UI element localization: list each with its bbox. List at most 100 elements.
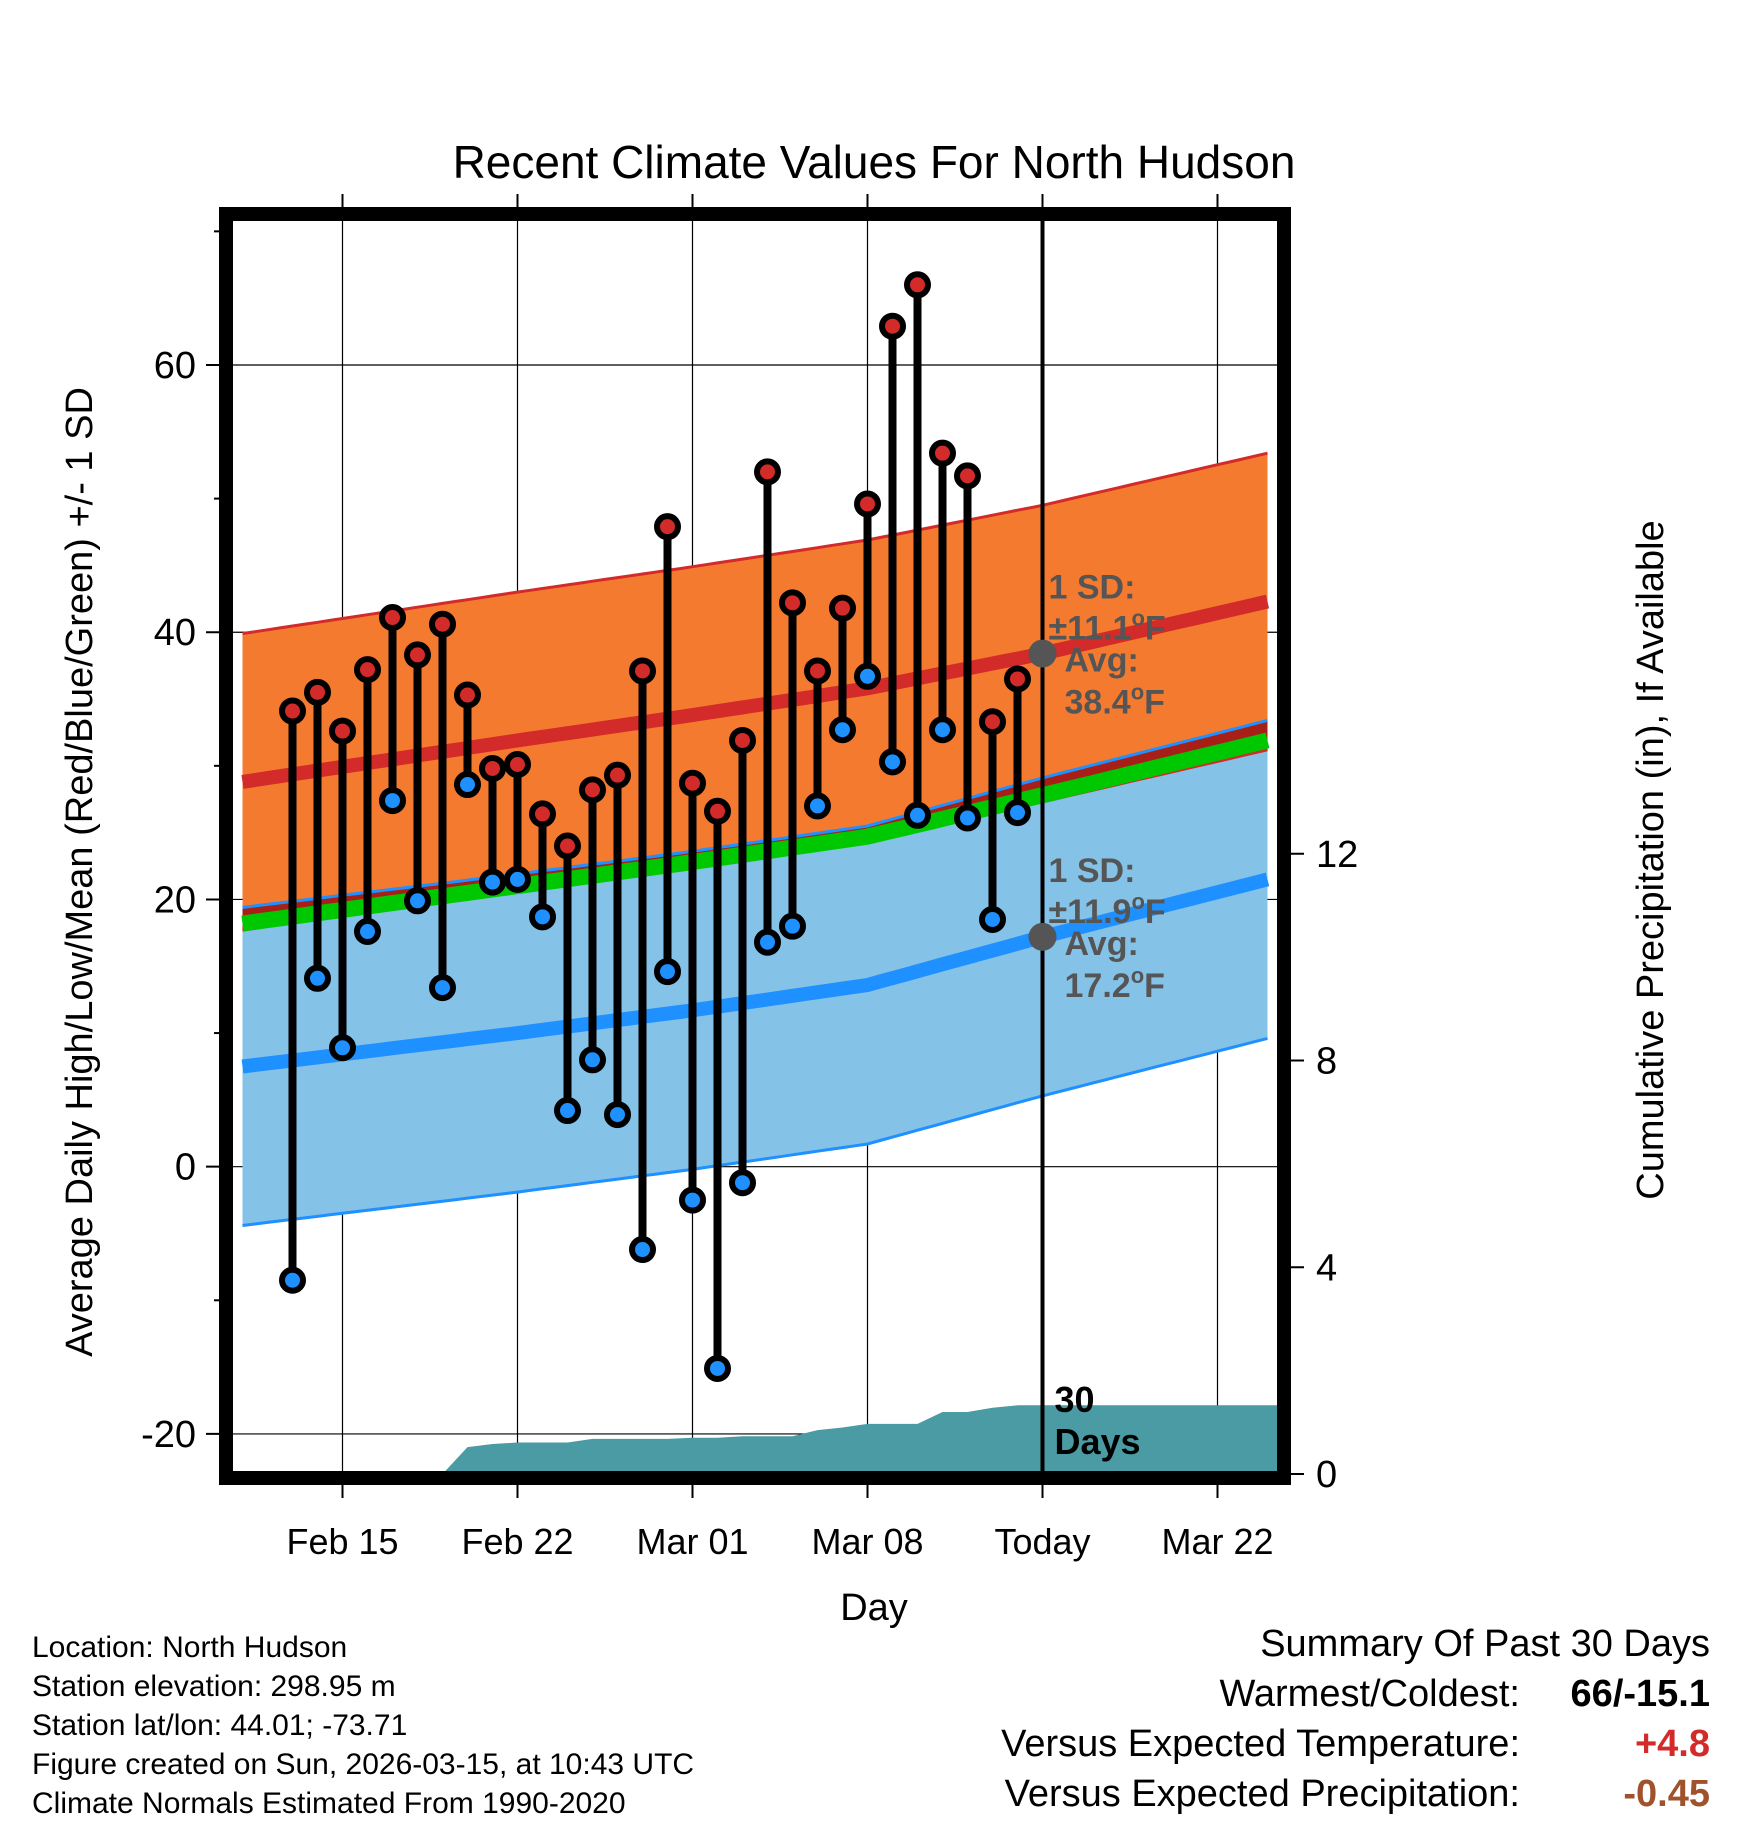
daily-low-point — [979, 905, 1006, 933]
daily-low-point — [904, 801, 931, 829]
daily-low-point — [329, 1034, 356, 1062]
x-axis-label: Day — [840, 1587, 908, 1629]
y-tick-label: 20 — [154, 879, 196, 921]
daily-high-point — [929, 439, 956, 467]
y2-axis-label: Cumulative Precipitation (in), If Availa… — [1630, 520, 1672, 1199]
daily-low-point — [929, 716, 956, 744]
daily-high-point — [529, 800, 556, 828]
daily-low-point — [729, 1169, 756, 1197]
daily-low-point — [779, 912, 806, 940]
daily-high-point — [854, 490, 881, 518]
info-created: Figure created on Sun, 2026-03-15, at 10… — [32, 1748, 695, 1781]
daily-low-point — [704, 1354, 731, 1382]
daily-low-point — [879, 748, 906, 776]
high-sd-value: ±11.1oF — [1049, 606, 1166, 648]
daily-low-point — [629, 1236, 656, 1264]
days-number-label: 30 — [1055, 1379, 1095, 1420]
low-sd-band — [242, 720, 1268, 1226]
high-avg-value: 38.4oF — [1065, 680, 1165, 722]
y-axis-label: Average Daily High/Low/Mean (Red/Blue/Gr… — [59, 387, 101, 1357]
daily-high-point — [504, 750, 531, 778]
daily-low-point — [604, 1101, 631, 1129]
daily-low-point — [754, 928, 781, 956]
daily-high-point — [329, 717, 356, 745]
summary-temp-row: Versus Expected Temperature: +4.8 — [1001, 1723, 1710, 1766]
x-tick-label: Feb 15 — [286, 1521, 398, 1562]
daily-high-point — [779, 589, 806, 617]
daily-high-point — [554, 832, 581, 860]
x-tick-label: Mar 01 — [636, 1521, 748, 1562]
y-tick-label: 60 — [154, 345, 196, 387]
daily-high-point — [304, 678, 331, 706]
summary-temp-value: +4.8 — [1634, 1723, 1710, 1765]
info-elevation: Station elevation: 298.95 m — [32, 1670, 396, 1703]
daily-high-point — [404, 641, 431, 669]
y2-tick-label: 0 — [1316, 1454, 1337, 1496]
info-normals: Climate Normals Estimated From 1990-2020 — [32, 1787, 626, 1820]
summary-precip-value: -0.45 — [1623, 1773, 1710, 1815]
daily-low-point — [304, 964, 331, 992]
low-sd-value: ±11.9oF — [1049, 889, 1166, 931]
daily-low-point — [654, 958, 681, 986]
daily-low-point — [354, 918, 381, 946]
y-tick-label: 40 — [154, 612, 196, 654]
daily-high-point — [729, 726, 756, 754]
daily-high-point — [754, 458, 781, 486]
daily-high-point — [654, 513, 681, 541]
low-avg-value: 17.2oF — [1065, 963, 1165, 1005]
y2-tick-label: 4 — [1316, 1247, 1337, 1289]
daily-low-point — [829, 716, 856, 744]
daily-high-point — [904, 271, 931, 299]
daily-low-point — [804, 792, 831, 820]
daily-high-point — [604, 761, 631, 789]
daily-low-point — [529, 903, 556, 931]
daily-high-point — [454, 681, 481, 709]
daily-high-point — [629, 657, 656, 685]
daily-low-point — [1004, 799, 1031, 827]
daily-high-point — [479, 755, 506, 783]
info-location: Location: North Hudson — [32, 1631, 348, 1664]
daily-low-point — [479, 868, 506, 896]
y2-tick-label: 12 — [1316, 834, 1358, 876]
daily-high-point — [279, 697, 306, 725]
high-sd-upper-edge — [242, 451, 1268, 635]
daily-low-point — [954, 804, 981, 832]
chart-title: Recent Climate Values For North Hudson — [453, 136, 1296, 188]
summary-precip-label: Versus Expected Precipitation: — [1004, 1773, 1520, 1815]
high-sd-label: 1 SD: — [1049, 569, 1136, 607]
daily-high-point — [804, 657, 831, 685]
normal-high-line — [241, 594, 1270, 789]
daily-high-point — [354, 656, 381, 684]
days-word-label: Days — [1055, 1421, 1141, 1462]
daily-low-point — [579, 1046, 606, 1074]
normal-low-line — [241, 872, 1270, 1074]
x-tick-label: Mar 08 — [811, 1521, 923, 1562]
daily-low-point — [679, 1186, 706, 1214]
daily-low-point — [429, 974, 456, 1002]
summary-temp-label: Versus Expected Temperature: — [1001, 1723, 1520, 1765]
daily-high-point — [379, 604, 406, 632]
high-average-marker — [1028, 639, 1057, 668]
daily-high-point — [954, 462, 981, 490]
low-average-marker — [1028, 922, 1057, 951]
x-tick-label: Feb 22 — [461, 1521, 573, 1562]
daily-low-point — [454, 771, 481, 799]
y-tick-label: -20 — [141, 1414, 196, 1456]
daily-high-point — [579, 776, 606, 804]
summary-warm-cold-value: 66/-15.1 — [1570, 1673, 1710, 1715]
low-sd-lower-edge — [242, 1036, 1268, 1227]
precip-area — [442, 1405, 1280, 1474]
daily-low-point — [404, 887, 431, 915]
plot-frame — [219, 207, 1291, 1485]
daily-low-point — [379, 787, 406, 815]
high-avg-label: Avg: — [1065, 642, 1139, 680]
daily-low-point — [854, 662, 881, 690]
daily-high-point — [704, 797, 731, 825]
info-latlon: Station lat/lon: 44.01; -73.71 — [32, 1709, 408, 1742]
plot-content — [230, 218, 1280, 1474]
summary-title: Summary Of Past 30 Days — [1260, 1623, 1710, 1665]
climate-chart: Recent Climate Values For North Hudson A… — [59, 136, 1672, 1629]
daily-high-point — [829, 594, 856, 622]
x-tick-label: Mar 22 — [1161, 1521, 1273, 1562]
